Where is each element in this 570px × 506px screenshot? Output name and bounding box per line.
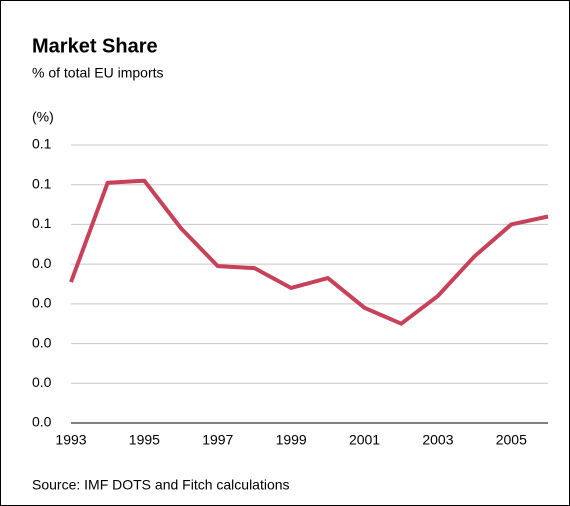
- x-tick-label: 2001: [349, 432, 380, 448]
- y-tick-label: 0.1: [32, 136, 52, 152]
- x-tick-label: 2005: [496, 432, 527, 448]
- x-tick-label: 1993: [55, 432, 86, 448]
- chart-title: Market Share: [32, 35, 158, 57]
- source: Source: IMF DOTS and Fitch calculations: [32, 477, 290, 493]
- y-tick-label: 0.1: [32, 215, 52, 231]
- x-tick-label: 1999: [276, 432, 307, 448]
- x-tick-label: 1997: [202, 432, 233, 448]
- y-tick-label: 0.0: [32, 295, 52, 311]
- y-tick-label: 0.1: [32, 175, 52, 191]
- line-series: [69, 178, 549, 326]
- chart-subtitle: % of total EU imports: [32, 65, 164, 81]
- x-tick-label: 1995: [129, 432, 160, 448]
- y-tick-label: 0.0: [32, 334, 52, 350]
- y-tick-label: 0.0: [32, 255, 52, 271]
- y-tick-label: 0.0: [32, 374, 52, 390]
- y-tick-label: 0.0: [32, 414, 52, 430]
- x-tick-label: 2003: [422, 432, 453, 448]
- y-axis-label: (%): [32, 109, 54, 125]
